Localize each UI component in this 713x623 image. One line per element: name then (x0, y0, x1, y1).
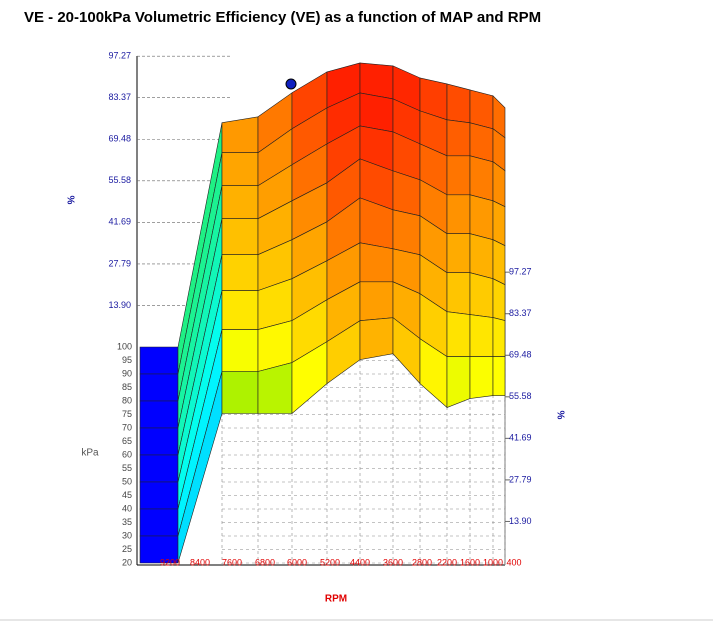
y-tick-label: 75 (122, 409, 132, 419)
surface-cell (492, 239, 506, 286)
z2-axis-label: % (554, 411, 565, 420)
x-tick-label: 2200 (437, 557, 457, 567)
surface-cell (139, 373, 179, 402)
y-tick-label: 30 (122, 530, 132, 540)
surface-cell (139, 508, 179, 537)
surface-cell (221, 152, 259, 186)
surface-cell (139, 400, 179, 429)
x-tick-label: 4400 (350, 557, 370, 567)
y-tick-label: 35 (122, 517, 132, 527)
z2-tick-label: 83.37 (509, 308, 532, 318)
y-tick-label: 85 (122, 382, 132, 392)
surface-cell (469, 122, 494, 163)
z2-tick-label: 97.27 (509, 267, 532, 277)
surface-cell (469, 89, 494, 130)
surface-cell (257, 362, 293, 414)
y-tick-label: 50 (122, 476, 132, 486)
y-tick-label: 25 (122, 544, 132, 554)
surface-cell (221, 371, 259, 414)
z-tick-label: 69.48 (108, 134, 131, 144)
x-tick-label: 6800 (255, 557, 275, 567)
surface-cell (359, 281, 394, 322)
z2-tick-label: 13.90 (509, 516, 532, 526)
surface-cell (446, 194, 471, 234)
z-tick-label: 41.69 (108, 217, 131, 227)
surface-cell (221, 254, 259, 291)
surface-cell (221, 116, 259, 153)
surface-cell (139, 346, 179, 375)
y-tick-label: 100 (117, 341, 132, 351)
surface-cell (492, 317, 506, 357)
cursor-marker (285, 78, 297, 90)
x-tick-label: 7600 (222, 557, 242, 567)
z-tick-label: 55.58 (108, 175, 131, 185)
surface-cell (446, 83, 471, 124)
surface-cell (469, 233, 494, 280)
y-tick-label: 20 (122, 557, 132, 567)
surface-cell (492, 356, 506, 396)
chart-title: VE - 20-100kPa Volumetric Efficiency (VE… (24, 9, 541, 26)
z2-tick-label: 41.69 (509, 433, 532, 443)
surface-cell (359, 317, 394, 361)
z2-tick-label: 69.48 (509, 350, 532, 360)
y-axis-label: kPa (81, 448, 99, 459)
z-tick-label: 13.90 (108, 300, 131, 310)
y-tick-label: 90 (122, 368, 132, 378)
y-tick-label: 95 (122, 355, 132, 365)
x-tick-label: 5200 (320, 557, 340, 567)
y-tick-label: 70 (122, 422, 132, 432)
surface-cell (469, 356, 494, 399)
y-tick-label: 45 (122, 490, 132, 500)
y-tick-label: 40 (122, 503, 132, 513)
surface-cell (446, 272, 471, 315)
x-tick-label: 8400 (190, 557, 210, 567)
surface-cell (392, 209, 421, 256)
surface-cell (359, 92, 394, 133)
surface-cell (446, 119, 471, 157)
surface-cell (469, 155, 494, 202)
x-tick-label: 6000 (287, 557, 307, 567)
z2-tick-label: 55.58 (509, 391, 532, 401)
surface-cell (469, 272, 494, 318)
y-tick-label: 80 (122, 395, 132, 405)
surface-cell (139, 481, 179, 510)
surface-cell (139, 454, 179, 483)
surface-cell (469, 194, 494, 241)
surface-cell (446, 356, 471, 408)
x-tick-label: 400 (506, 557, 521, 567)
surface-cell (469, 314, 494, 357)
y-tick-label: 55 (122, 463, 132, 473)
y-tick-label: 65 (122, 436, 132, 446)
z-tick-label: 97.27 (108, 51, 131, 61)
x-tick-label: 2800 (412, 557, 432, 567)
surface-cell (221, 290, 259, 330)
x-tick-label: 3600 (383, 557, 403, 567)
z-axis-label: % (64, 196, 75, 205)
surface-cell (221, 218, 259, 255)
surface-cell (492, 278, 506, 321)
surface-cell (492, 200, 506, 247)
z-tick-label: 83.37 (108, 92, 131, 102)
y-tick-label: 60 (122, 449, 132, 459)
x-tick-label: 9200 (160, 557, 180, 567)
z2-tick-label: 27.79 (509, 474, 532, 484)
x-tick-label: 1000 (483, 557, 503, 567)
x-tick-label: 1600 (460, 557, 480, 567)
surface-cell (221, 329, 259, 372)
z-tick-label: 27.79 (108, 258, 131, 268)
surface-cell (139, 427, 179, 456)
surface-cell (446, 311, 471, 357)
surface-cell (359, 242, 394, 283)
surface-cell (446, 155, 471, 196)
x-axis-label: RPM (325, 594, 347, 605)
surface-cell (221, 185, 259, 219)
surface-cell (446, 233, 471, 274)
